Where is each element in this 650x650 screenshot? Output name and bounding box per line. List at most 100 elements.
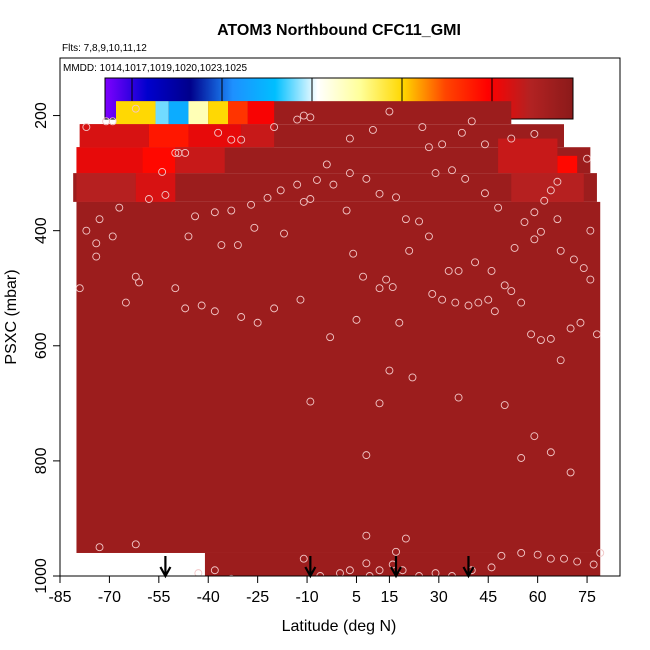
- observation-point: [375, 284, 384, 293]
- observation-point: [474, 298, 483, 307]
- observation-point: [306, 195, 315, 203]
- observation-point: [247, 200, 256, 209]
- observation-point: [322, 160, 331, 169]
- heatmap-cell: [155, 101, 169, 125]
- observation-point: [401, 215, 410, 224]
- observation-point: [454, 267, 463, 275]
- observation-point: [92, 252, 101, 261]
- observation-point: [227, 135, 236, 144]
- observation-point: [191, 212, 200, 221]
- observation-point: [527, 330, 536, 339]
- observation-point: [362, 174, 371, 183]
- x-tick-label: -85: [48, 589, 71, 606]
- observation-point: [428, 290, 437, 298]
- observation-point: [467, 117, 476, 126]
- heatmap-cell: [76, 147, 143, 174]
- observation-point: [210, 307, 219, 316]
- observation-point: [293, 115, 302, 124]
- observation-point: [536, 227, 545, 236]
- observation-point: [296, 295, 305, 304]
- observation-point: [131, 104, 140, 113]
- heatmap-cell: [142, 147, 176, 174]
- observation-point: [546, 554, 555, 563]
- heatmap-cell: [241, 124, 275, 148]
- observation-point: [484, 295, 493, 304]
- observation-point: [171, 284, 180, 293]
- heatmap-cell: [557, 155, 578, 174]
- observation-point: [517, 298, 526, 307]
- observation-point: [500, 401, 509, 410]
- observation-point: [158, 168, 167, 176]
- observation-point: [342, 206, 351, 215]
- observation-point: [359, 272, 368, 281]
- observation-point: [533, 550, 542, 559]
- x-axis-label: Latitude (deg N): [282, 618, 397, 635]
- observation-point: [227, 206, 236, 215]
- observation-point: [210, 208, 219, 217]
- observation-point: [431, 569, 440, 576]
- observation-point: [362, 451, 371, 460]
- y-tick-label: 400: [33, 217, 50, 244]
- observation-point: [293, 180, 302, 189]
- x-tick-label: 15: [381, 589, 399, 606]
- x-tick-label: -25: [246, 589, 269, 606]
- observation-point: [415, 572, 424, 576]
- observation-point: [566, 324, 575, 333]
- observation-point: [438, 140, 447, 149]
- observation-point: [276, 186, 285, 195]
- observation-point: [233, 241, 242, 250]
- observation-point: [336, 569, 344, 576]
- observation-point: [546, 334, 555, 343]
- y-axis: 200 400 600 800 1000: [33, 102, 60, 594]
- observation-point: [507, 134, 516, 143]
- observation-point: [375, 566, 384, 575]
- heatmap-cell: [498, 138, 558, 174]
- observation-point: [431, 169, 440, 178]
- observation-point: [586, 226, 595, 235]
- observation-point: [270, 123, 279, 132]
- observation-point: [586, 275, 595, 284]
- y-tick-label: 600: [33, 332, 50, 359]
- x-axis: -85 -70 -55 -40 -25 -10 5 15 30 45 60 75: [48, 576, 596, 606]
- observation-point: [365, 572, 374, 576]
- observation-point: [438, 295, 447, 304]
- observation-point: [115, 203, 124, 212]
- observation-point: [131, 540, 140, 549]
- observation-point: [573, 557, 582, 566]
- observation-point: [131, 272, 140, 281]
- chart-subtitle-dates: MMDD: 1014,1017,1019,1020,1023,1025: [63, 63, 247, 74]
- observation-point: [375, 399, 384, 408]
- observation-point: [135, 278, 144, 287]
- observation-point: [530, 208, 539, 217]
- observation-point: [385, 107, 394, 116]
- observation-point: [553, 215, 562, 224]
- heatmap-cell: [188, 101, 209, 125]
- observation-point: [490, 307, 499, 316]
- observation-point: [171, 149, 180, 157]
- observation-point: [121, 298, 130, 307]
- observation-point: [448, 572, 456, 576]
- chart-subtitle-flights: Flts: 7,8,9,10,11,12: [62, 43, 147, 54]
- x-tick-label: 75: [578, 589, 596, 606]
- observation-point: [517, 454, 526, 462]
- y-axis-label: PSXC (mbar): [3, 269, 20, 364]
- observation-point: [210, 566, 219, 575]
- observation-point: [95, 543, 104, 552]
- observation-point: [530, 235, 539, 244]
- observation-point: [299, 197, 308, 206]
- x-tick-label: 60: [529, 589, 547, 606]
- heatmap-layer: [73, 101, 601, 576]
- observation-point: [280, 229, 288, 238]
- observation-point: [214, 128, 223, 137]
- observation-point: [507, 287, 516, 296]
- chart-title: ATOM3 Northbound CFC11_GMI: [217, 22, 461, 39]
- y-tick-label: 1000: [33, 558, 50, 594]
- observation-point: [375, 189, 384, 198]
- observation-point: [566, 468, 575, 477]
- x-tick-label: -40: [197, 589, 220, 606]
- observation-point: [576, 318, 585, 327]
- observation-point: [540, 196, 549, 205]
- observation-point: [312, 176, 321, 184]
- observation-point: [500, 281, 509, 290]
